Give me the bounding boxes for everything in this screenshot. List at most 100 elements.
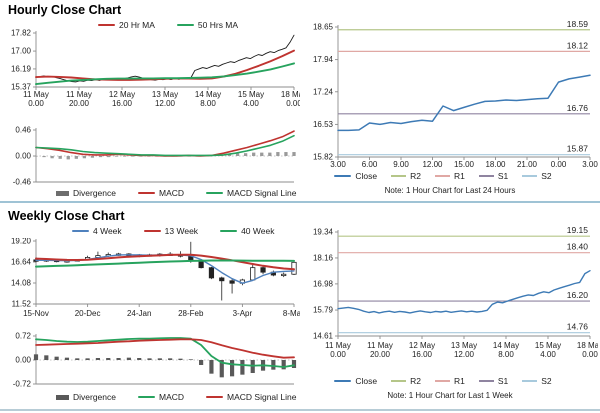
r2-line-swatch <box>391 380 407 382</box>
svg-text:12.00: 12.00 <box>454 350 475 359</box>
svg-text:28-Feb: 28-Feb <box>178 309 204 318</box>
legend-item-r2: R2 <box>391 171 421 181</box>
legend-item-r2: R2 <box>391 376 421 386</box>
weekly-pivot-chart: 14.61 15.79 16.98 18.16 19.34 19.15 18.40 16.20… <box>313 225 598 359</box>
svg-text:11 May: 11 May <box>66 90 92 99</box>
svg-text:18 May: 18 May <box>577 341 598 350</box>
weekly-pivot-legend: Close R2 R1 S1 S2 <box>302 376 598 386</box>
svg-text:0.00: 0.00 <box>28 99 44 108</box>
weekly-ma-legend: 4 Week 13 Week 40 Week <box>72 226 296 236</box>
4week-line-swatch <box>72 229 89 233</box>
section-divider <box>0 201 600 203</box>
svg-text:18.16: 18.16 <box>313 254 334 263</box>
svg-text:18.40: 18.40 <box>567 242 589 252</box>
hourly-macd-legend: Divergence MACD MACD Signal Line <box>56 188 318 198</box>
svg-text:16.76: 16.76 <box>567 103 589 113</box>
svg-text:4.00: 4.00 <box>540 350 556 359</box>
hourly-pivot-legend: Close R2 R1 S1 S2 <box>302 171 598 181</box>
r2-label: R2 <box>410 171 421 181</box>
svg-text:15 May: 15 May <box>535 341 561 350</box>
divergence-bar-swatch <box>56 190 69 196</box>
weekly-macd-legend: Divergence MACD MACD Signal Line <box>56 392 318 402</box>
svg-text:18.12: 18.12 <box>567 40 589 50</box>
close-line-swatch <box>334 379 352 383</box>
svg-text:17.00: 17.00 <box>11 47 32 56</box>
close-label: Close <box>355 171 378 181</box>
svg-text:0.00: 0.00 <box>286 99 300 108</box>
macd-line-swatch <box>138 191 155 195</box>
svg-text:13 May: 13 May <box>152 90 178 99</box>
hourly-pivot-chart: 15.82 16.53 17.24 17.94 18.65 18.59 18.12 16.76… <box>313 19 598 169</box>
legend-item-r1: R1 <box>434 171 465 181</box>
svg-text:13 May: 13 May <box>451 341 477 350</box>
svg-text:19.34: 19.34 <box>313 228 334 237</box>
13week-label: 13 Week <box>164 226 199 236</box>
legend-item-s2: S2 <box>522 376 552 386</box>
legend-item-40week: 40 Week <box>220 226 274 236</box>
13week-line-swatch <box>143 229 161 233</box>
svg-text:19.20: 19.20 <box>11 238 32 246</box>
40week-line-swatch <box>220 229 238 233</box>
svg-text:16.00: 16.00 <box>412 350 433 359</box>
svg-text:16.19: 16.19 <box>11 65 32 74</box>
divergence-label: Divergence <box>73 188 116 198</box>
svg-text:15-Nov: 15-Nov <box>23 309 49 318</box>
svg-text:24-Jan: 24-Jan <box>127 309 151 318</box>
svg-text:16.64: 16.64 <box>11 258 32 267</box>
hourly-pivot-note: Note: 1 Hour Chart for Last 24 Hours <box>384 186 516 195</box>
hourly-macd-chart: 0.46 0.00 -0.46 <box>13 126 296 187</box>
svg-text:0.00: 0.00 <box>15 356 31 365</box>
svg-text:16.98: 16.98 <box>313 279 334 288</box>
50hrs-ma-label: 50 Hrs MA <box>197 20 239 30</box>
s1-line-swatch <box>478 380 494 382</box>
svg-text:15.87: 15.87 <box>567 144 589 154</box>
weekly-section-title: Weekly Close Chart <box>8 209 125 223</box>
svg-text:18.00: 18.00 <box>485 160 506 169</box>
macd-label: MACD <box>159 188 185 198</box>
svg-text:21.00: 21.00 <box>517 160 538 169</box>
svg-text:4.00: 4.00 <box>243 99 259 108</box>
svg-text:14.08: 14.08 <box>11 279 32 288</box>
svg-text:15.82: 15.82 <box>313 153 334 162</box>
svg-text:14 May: 14 May <box>195 90 221 99</box>
svg-text:11 May: 11 May <box>325 341 351 350</box>
svg-text:12.00: 12.00 <box>422 160 443 169</box>
svg-text:3-Apr: 3-Apr <box>233 309 253 318</box>
macd-label: MACD <box>159 392 185 402</box>
svg-text:16.20: 16.20 <box>567 290 589 300</box>
legend-item-13week: 13 Week <box>143 226 199 236</box>
svg-text:12 May: 12 May <box>409 341 435 350</box>
svg-text:3.00: 3.00 <box>582 160 598 169</box>
macd-signal-line-swatch <box>206 395 224 399</box>
svg-text:20-Dec: 20-Dec <box>75 309 101 318</box>
s2-line-swatch <box>522 175 538 177</box>
40week-label: 40 Week <box>241 226 275 236</box>
divergence-label: Divergence <box>73 392 116 402</box>
legend-item-s2: S2 <box>522 171 552 181</box>
svg-text:11 May: 11 May <box>23 90 49 99</box>
svg-text:15 May: 15 May <box>238 90 264 99</box>
4week-label: 4 Week <box>93 226 122 236</box>
svg-text:0.72: 0.72 <box>15 332 31 341</box>
svg-text:18.59: 18.59 <box>567 19 589 29</box>
svg-text:0.00: 0.00 <box>15 152 31 161</box>
weekly-macd-chart: 0.72 0.00 -0.72 <box>13 332 297 389</box>
svg-text:0.46: 0.46 <box>15 126 31 135</box>
close-line-swatch <box>334 174 352 178</box>
svg-text:16.00: 16.00 <box>112 99 133 108</box>
svg-text:14.76: 14.76 <box>567 322 589 332</box>
macd-signal-label: MACD Signal Line <box>227 392 297 402</box>
close-label: Close <box>355 376 378 386</box>
50hrs-ma-line-swatch <box>176 23 194 27</box>
svg-text:8-May: 8-May <box>283 309 300 318</box>
svg-text:8.00: 8.00 <box>200 99 216 108</box>
legend-item-4week: 4 Week <box>72 226 122 236</box>
macd-signal-line-swatch <box>206 191 224 195</box>
svg-text:19.15: 19.15 <box>567 225 589 235</box>
s2-label: S2 <box>541 171 552 181</box>
legend-item-50hrs-ma: 50 Hrs MA <box>176 20 239 30</box>
s1-label: S1 <box>497 171 509 181</box>
s2-line-swatch <box>522 380 538 382</box>
